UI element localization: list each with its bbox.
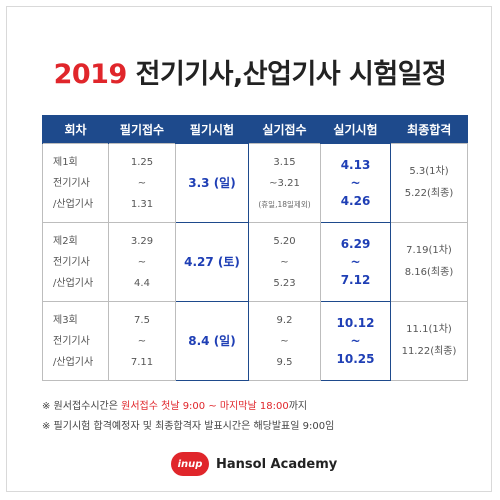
date-end: 7.12 (340, 273, 371, 287)
round-number: 제2회 (53, 235, 78, 247)
practical-apply-cell: 3.15 ~3.21 (휴일,18일제외) (248, 143, 321, 223)
date-sep: ~ (137, 177, 147, 189)
final-first: 7.19(1차) (406, 245, 452, 256)
note-suffix: 까지 (288, 401, 308, 412)
final-last: 5.22(최종) (404, 188, 454, 199)
date-start: 10.12 (336, 316, 375, 330)
note-prefix: ※ 원서접수시간은 (42, 401, 122, 412)
date-start: 5.20 (273, 235, 296, 247)
final-first: 11.1(1차) (406, 324, 452, 335)
academy-name: Hansol Academy (216, 456, 338, 472)
note-highlight: 원서접수 첫날 9:00 ~ 마지막날 18:00 (121, 401, 289, 412)
final-cell: 7.19(1차) 8.16(최종) (390, 222, 468, 302)
written-exam-cell: 4.27 (토) (175, 222, 249, 302)
practical-apply-cell: 5.20 ~ 5.23 (248, 222, 321, 302)
round-number: 제3회 (53, 314, 78, 326)
written-apply-cell: 7.5 ~ 7.11 (108, 301, 176, 381)
round-category: 전기기사 (53, 256, 90, 268)
table-row: 제1회 전기기사 /산업기사 1.25 ~ 1.31 3.3 (일) 3.15 … (42, 143, 468, 223)
date-end: 5.23 (273, 277, 296, 289)
round-category: /산업기사 (53, 356, 94, 368)
date-sep: ~ (137, 335, 147, 347)
header-practical-apply: 실기접수 (248, 115, 321, 144)
date-end: 9.5 (276, 356, 293, 368)
title-year: 2019 (53, 59, 128, 90)
round-cell: 제2회 전기기사 /산업기사 (42, 222, 109, 302)
final-last: 11.22(최종) (401, 346, 457, 357)
date-start: 9.2 (276, 314, 293, 326)
page-title: 2019 전기기사,산업기사 시험일정 (0, 52, 500, 91)
date-start: 4.13 (340, 158, 371, 172)
practical-exam-cell: 4.13 ~ 4.26 (320, 143, 391, 223)
date-sep: ~ (350, 334, 361, 348)
date-start: 1.25 (130, 156, 154, 168)
date-sep: ~ (280, 335, 289, 347)
date-sep: ~ (137, 256, 147, 268)
round-category: 전기기사 (53, 177, 90, 189)
table-header-row: 회차 필기접수 필기시험 실기접수 실기시험 최종합격 (42, 115, 468, 144)
header-round: 회차 (42, 115, 109, 144)
date-end: 4.26 (340, 194, 371, 208)
date-sep: ~ (350, 255, 361, 269)
date-note: (휴일,18일제외) (258, 199, 311, 209)
date-end: ~3.21 (269, 177, 300, 189)
date-end: 4.4 (134, 277, 150, 289)
round-cell: 제1회 전기기사 /산업기사 (42, 143, 109, 223)
round-cell: 제3회 전기기사 /산업기사 (42, 301, 109, 381)
inup-logo: inup (171, 452, 209, 476)
round-number: 제1회 (53, 156, 78, 168)
written-exam-cell: 3.3 (일) (175, 143, 249, 223)
final-cell: 11.1(1차) 11.22(최종) (390, 301, 468, 381)
date-end: 1.31 (130, 198, 154, 210)
exam-schedule-table: 회차 필기접수 필기시험 실기접수 실기시험 최종합격 제1회 전기기사 /산업… (42, 115, 468, 381)
written-exam-cell: 8.4 (일) (175, 301, 249, 381)
written-apply-cell: 1.25 ~ 1.31 (108, 143, 176, 223)
header-final: 최종합격 (390, 115, 468, 144)
note-application-time: ※ 원서접수시간은 원서접수 첫날 9:00 ~ 마지막날 18:00까지 (42, 397, 334, 417)
header-written-apply: 필기접수 (108, 115, 176, 144)
note-announcement-time: ※ 필기시험 합격예정자 및 최종합격자 발표시간은 해당발표일 9:00임 (42, 421, 335, 432)
round-category: /산업기사 (53, 277, 94, 289)
table-row: 제3회 전기기사 /산업기사 7.5 ~ 7.11 8.4 (일) 9.2 ~ … (42, 301, 468, 381)
final-cell: 5.3(1차) 5.22(최종) (390, 143, 468, 223)
date-end: 7.11 (130, 356, 154, 368)
round-category: /산업기사 (53, 198, 94, 210)
date-sep: ~ (350, 176, 361, 190)
practical-exam-cell: 10.12 ~ 10.25 (320, 301, 391, 381)
header-practical-exam: 실기시험 (320, 115, 391, 144)
final-first: 5.3(1차) (409, 166, 449, 177)
round-category: 전기기사 (53, 335, 90, 347)
written-apply-cell: 3.29 ~ 4.4 (108, 222, 176, 302)
date-start: 3.29 (130, 235, 154, 247)
title-text: 전기기사,산업기사 시험일정 (126, 59, 447, 90)
date-start: 7.5 (134, 314, 150, 326)
brand-footer: inup Hansol Academy (171, 452, 337, 476)
header-written-exam: 필기시험 (175, 115, 249, 144)
practical-apply-cell: 9.2 ~ 9.5 (248, 301, 321, 381)
date-start: 3.15 (273, 156, 296, 168)
footnotes: ※ 원서접수시간은 원서접수 첫날 9:00 ~ 마지막날 18:00까지 ※ … (42, 397, 334, 437)
practical-exam-cell: 6.29 ~ 7.12 (320, 222, 391, 302)
date-end: 10.25 (336, 352, 375, 366)
table-row: 제2회 전기기사 /산업기사 3.29 ~ 4.4 4.27 (토) 5.20 … (42, 222, 468, 302)
date-sep: ~ (280, 256, 289, 268)
date-start: 6.29 (340, 237, 371, 251)
final-last: 8.16(최종) (404, 267, 454, 278)
